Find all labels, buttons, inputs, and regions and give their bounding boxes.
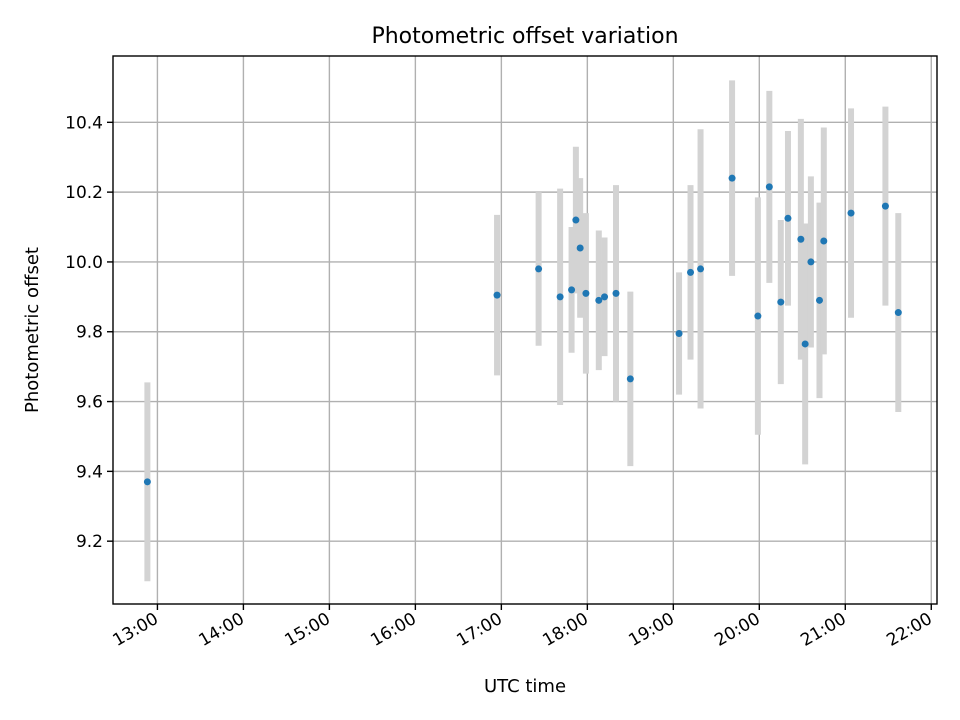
y-tick-label: 10.0 [65,253,103,273]
data-point [568,286,576,294]
chart-title: Photometric offset variation [371,24,678,49]
data-point [754,312,762,320]
x-tick-label: 21:00 [797,609,849,651]
x-tick-label: 17:00 [453,609,505,651]
x-tick-label: 20:00 [711,609,763,651]
data-point [847,209,855,217]
data-point [777,298,785,306]
data-point [807,258,815,266]
data-point [595,296,603,304]
data-point [143,478,151,486]
y-tick-label: 9.6 [76,393,103,413]
y-axis-label: Photometric offset [22,247,43,413]
y-tick-label: 9.8 [76,323,103,343]
y-tick-label: 10.4 [65,113,103,133]
data-point [797,235,805,243]
plot-frame [112,55,938,605]
data-point [626,375,634,383]
data-point [765,183,773,191]
data-point [801,340,809,348]
error-bars [144,80,902,582]
x-axis-label: UTC time [484,676,566,697]
data-point [728,174,736,182]
data-point [697,265,705,273]
data-points [143,174,902,486]
data-point [535,265,543,273]
data-point [572,216,580,224]
data-point [612,289,620,297]
y-tick-label: 9.2 [76,532,103,552]
data-point [784,214,792,222]
data-point [815,296,823,304]
x-tick-label: 16:00 [367,609,419,651]
x-tick-label: 14:00 [195,609,247,651]
data-point [576,244,584,252]
data-point [820,237,828,245]
data-point [687,268,695,276]
y-tick-label: 9.4 [76,462,103,482]
x-tick-label: 18:00 [539,609,591,651]
x-tick-label: 13:00 [109,609,161,651]
data-point [556,293,564,301]
data-point [601,293,609,301]
x-tick-label: 15:00 [281,609,333,651]
y-tick-label: 10.2 [65,183,103,203]
data-point [493,291,501,299]
data-point [881,202,889,210]
data-point [675,329,683,337]
data-point [582,289,590,297]
x-tick-label: 22:00 [883,609,935,651]
data-point [894,309,902,317]
x-tick-label: 19:00 [625,609,677,651]
